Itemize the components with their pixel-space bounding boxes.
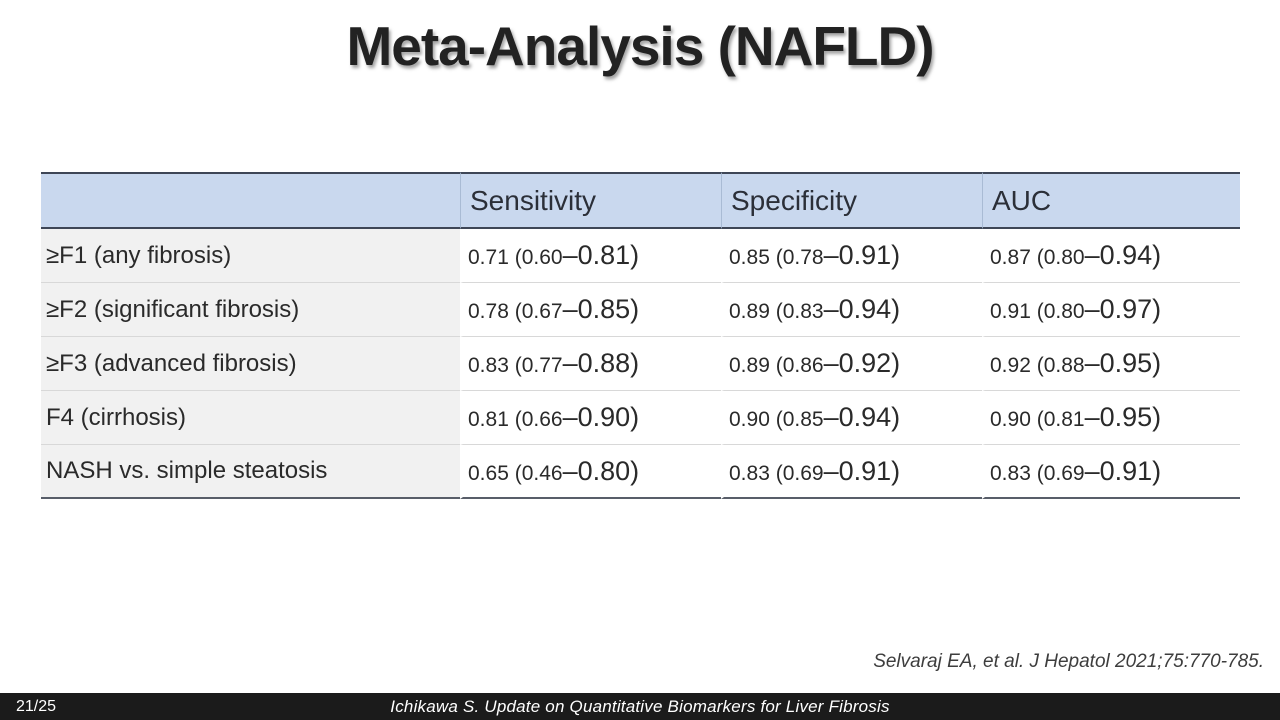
- value-upper-bound: –0.94): [823, 402, 901, 432]
- value-estimate: 0.81 (0.66: [468, 408, 563, 431]
- value-estimate: 0.71 (0.60: [468, 246, 563, 269]
- column-header-specificity: Specificity: [721, 172, 982, 229]
- meta-analysis-table-container: Sensitivity Specificity AUC ≥F1 (any fib…: [41, 172, 1240, 499]
- value-estimate: 0.89 (0.86: [729, 354, 824, 377]
- value-estimate: 0.91 (0.80: [990, 300, 1085, 323]
- value-estimate: 0.83 (0.69: [990, 461, 1085, 485]
- table-row: ≥F3 (advanced fibrosis) 0.83 (0.77–0.88)…: [41, 337, 1240, 391]
- auc-value: 0.90 (0.81–0.95): [982, 391, 1240, 445]
- value-estimate: 0.92 (0.88: [990, 354, 1085, 377]
- value-estimate: 0.87 (0.80: [990, 246, 1085, 269]
- auc-value: 0.83 (0.69–0.91): [982, 445, 1240, 499]
- value-upper-bound: –0.97): [1084, 294, 1162, 324]
- value-upper-bound: –0.88): [562, 348, 640, 378]
- value-upper-bound: –0.90): [562, 402, 640, 432]
- sensitivity-value: 0.65 (0.46–0.80): [460, 445, 721, 499]
- column-header-empty: [41, 172, 460, 229]
- row-label: ≥F1 (any fibrosis): [41, 229, 460, 283]
- value-estimate: 0.83 (0.77: [468, 354, 563, 377]
- sensitivity-value: 0.83 (0.77–0.88): [460, 337, 721, 391]
- value-estimate: 0.78 (0.67: [468, 300, 563, 323]
- value-upper-bound: –0.91): [823, 240, 901, 270]
- specificity-value: 0.89 (0.86–0.92): [721, 337, 982, 391]
- page-number: 21/25: [16, 697, 57, 715]
- value-upper-bound: –0.80): [562, 455, 640, 486]
- specificity-value: 0.83 (0.69–0.91): [721, 445, 982, 499]
- specificity-value: 0.89 (0.83–0.94): [721, 283, 982, 337]
- citation: Selvaraj EA, et al. J Hepatol 2021;75:77…: [873, 651, 1264, 672]
- table-row: ≥F1 (any fibrosis) 0.71 (0.60–0.81) 0.85…: [41, 229, 1240, 283]
- value-estimate: 0.90 (0.81: [990, 408, 1085, 431]
- table-row: F4 (cirrhosis) 0.81 (0.66–0.90) 0.90 (0.…: [41, 391, 1240, 445]
- column-header-auc: AUC: [982, 172, 1240, 229]
- auc-value: 0.91 (0.80–0.97): [982, 283, 1240, 337]
- meta-analysis-table: Sensitivity Specificity AUC ≥F1 (any fib…: [41, 172, 1240, 499]
- row-label: F4 (cirrhosis): [41, 391, 460, 445]
- footer-title: Ichikawa S. Update on Quantitative Bioma…: [390, 696, 890, 716]
- slide-title: Meta-Analysis (NAFLD): [346, 15, 934, 77]
- value-estimate: 0.85 (0.78: [729, 246, 824, 269]
- value-upper-bound: –0.81): [562, 240, 640, 270]
- table-row: ≥F2 (significant fibrosis) 0.78 (0.67–0.…: [41, 283, 1240, 337]
- value-estimate: 0.90 (0.85: [729, 408, 824, 431]
- row-label: NASH vs. simple steatosis: [41, 445, 460, 499]
- table-row: NASH vs. simple steatosis 0.65 (0.46–0.8…: [41, 445, 1240, 499]
- specificity-value: 0.85 (0.78–0.91): [721, 229, 982, 283]
- value-upper-bound: –0.94): [1084, 240, 1162, 270]
- specificity-value: 0.90 (0.85–0.94): [721, 391, 982, 445]
- value-estimate: 0.83 (0.69: [729, 461, 824, 485]
- value-upper-bound: –0.85): [562, 294, 640, 324]
- value-estimate: 0.89 (0.83: [729, 300, 824, 323]
- row-label: ≥F3 (advanced fibrosis): [41, 337, 460, 391]
- sensitivity-value: 0.81 (0.66–0.90): [460, 391, 721, 445]
- auc-value: 0.92 (0.88–0.95): [982, 337, 1240, 391]
- table-header-row: Sensitivity Specificity AUC: [41, 172, 1240, 229]
- value-upper-bound: –0.91): [823, 455, 901, 486]
- value-upper-bound: –0.92): [823, 348, 901, 378]
- value-upper-bound: –0.94): [823, 294, 901, 324]
- sensitivity-value: 0.78 (0.67–0.85): [460, 283, 721, 337]
- row-label: ≥F2 (significant fibrosis): [41, 283, 460, 337]
- sensitivity-value: 0.71 (0.60–0.81): [460, 229, 721, 283]
- footer-bar: 21/25 Ichikawa S. Update on Quantitative…: [0, 693, 1280, 720]
- value-upper-bound: –0.95): [1084, 348, 1162, 378]
- value-upper-bound: –0.95): [1084, 402, 1162, 432]
- value-estimate: 0.65 (0.46: [468, 461, 563, 485]
- auc-value: 0.87 (0.80–0.94): [982, 229, 1240, 283]
- value-upper-bound: –0.91): [1084, 455, 1162, 486]
- column-header-sensitivity: Sensitivity: [460, 172, 721, 229]
